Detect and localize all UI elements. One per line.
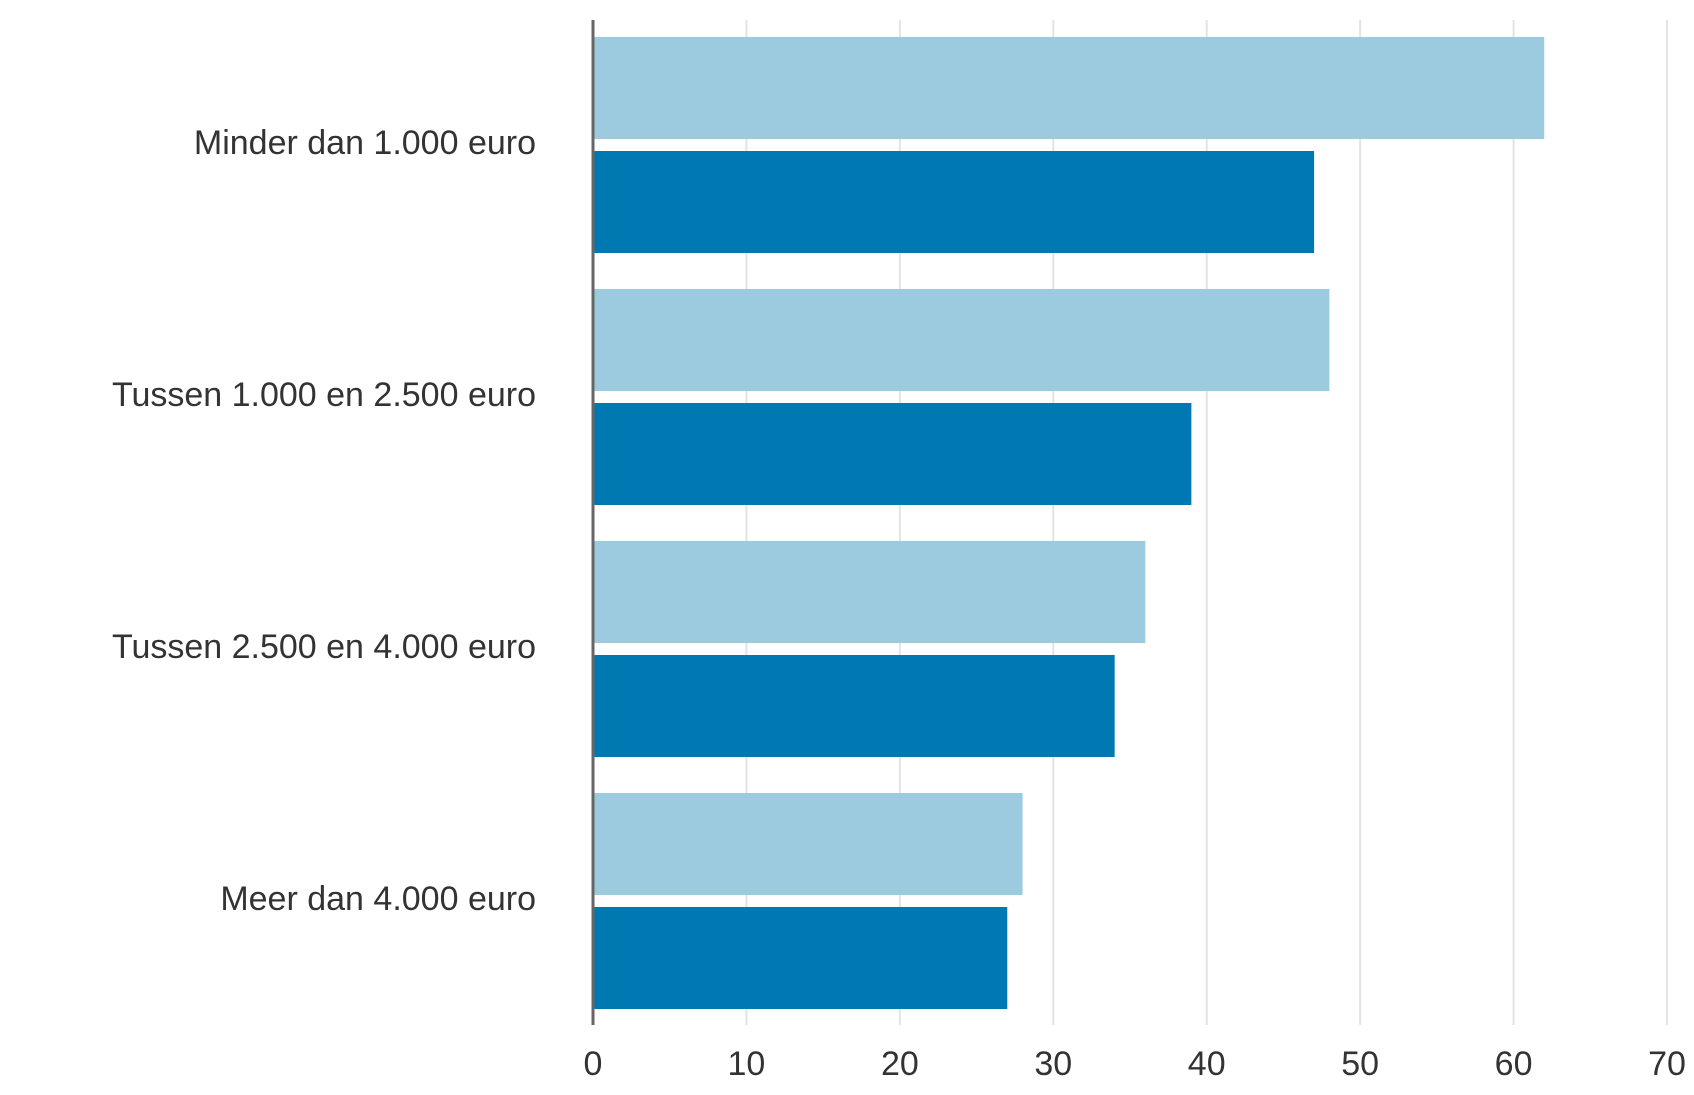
bar-2-series-1 [593,655,1115,757]
x-tick-label-5: 50 [1341,1045,1379,1083]
bar-1-series-1 [593,403,1192,505]
category-label-2: Tussen 2.500 en 4.000 euro [112,628,536,666]
x-tick-label-7: 70 [1648,1045,1686,1083]
x-tick-label-6: 60 [1495,1045,1533,1083]
bars [593,37,1545,1009]
x-tick-label-4: 40 [1188,1045,1226,1083]
bar-3-series-0 [593,793,1023,895]
bar-2-series-0 [593,541,1146,643]
x-tick-label-1: 10 [728,1045,766,1083]
bar-0-series-0 [593,37,1545,139]
category-label-0: Minder dan 1.000 euro [194,124,536,162]
category-labels: Minder dan 1.000 euro Tussen 1.000 en 2.5… [112,124,536,918]
category-label-1: Tussen 1.000 en 2.500 euro [112,376,536,414]
bar-1-series-0 [593,289,1330,391]
x-tick-label-2: 20 [881,1045,919,1083]
x-tick-label-3: 30 [1034,1045,1072,1083]
bar-0-series-1 [593,151,1315,253]
x-tick-label-0: 0 [584,1045,603,1083]
x-tick-labels: 0 10 20 30 40 50 60 70 [584,1045,1686,1083]
category-label-3: Meer dan 4.000 euro [220,880,536,918]
bar-3-series-1 [593,907,1008,1009]
